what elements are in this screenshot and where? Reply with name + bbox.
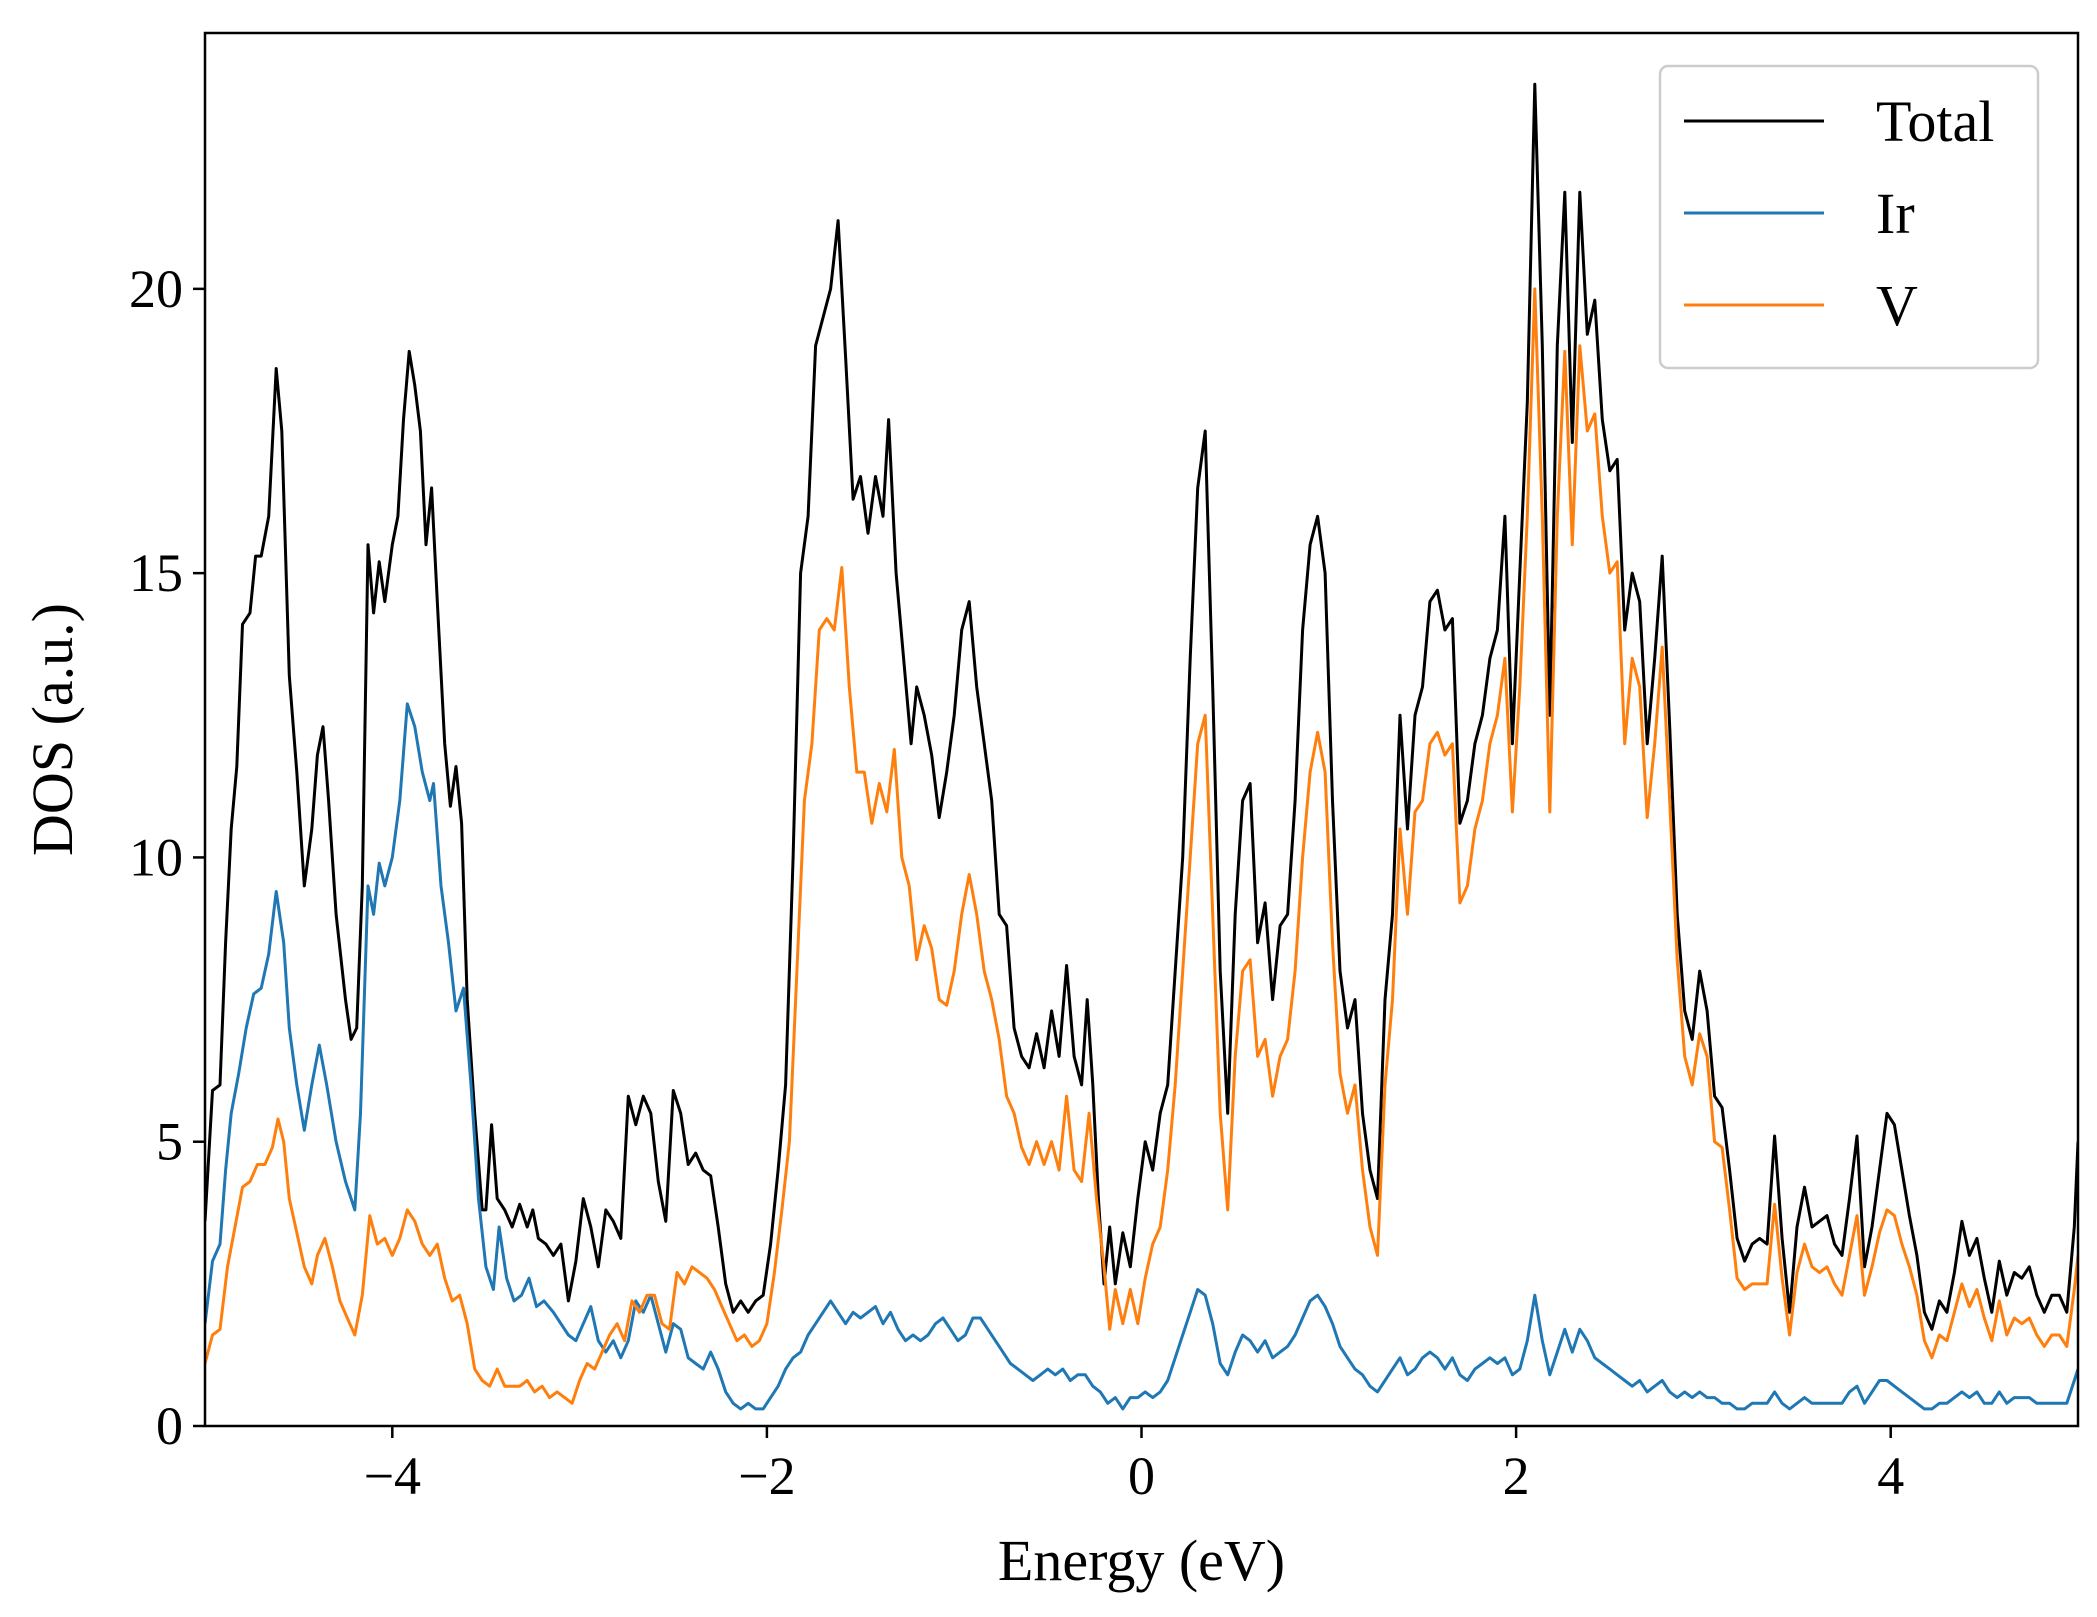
legend-entry-total: Total — [1684, 89, 1994, 154]
legend-entries: Total Ir V — [1684, 89, 1994, 338]
legend-entry-v: V — [1684, 273, 1918, 338]
x-tick-label: −2 — [738, 1446, 795, 1506]
ticks-layer: −4 −2 0 2 4 0 5 10 15 20 — [129, 259, 1904, 1506]
y-axis-label: DOS (a.u.) — [20, 603, 85, 856]
series-layer — [205, 82, 2078, 1411]
legend-entry-ir: Ir — [1684, 181, 1915, 246]
y-tick-label: 10 — [129, 827, 183, 887]
x-tick-label: 2 — [1503, 1446, 1530, 1506]
x-axis-label: Energy (eV) — [998, 1528, 1285, 1593]
x-tick-label: 0 — [1128, 1446, 1155, 1506]
legend-label: V — [1876, 273, 1918, 338]
legend: Total Ir V — [1658, 64, 2040, 370]
series-line-total — [205, 82, 2078, 1331]
legend-label: Ir — [1876, 181, 1915, 246]
series-line-ir — [205, 702, 2078, 1411]
y-tick-label: 20 — [129, 259, 183, 319]
series-line-v — [205, 287, 2078, 1405]
legend-label: Total — [1876, 89, 1994, 154]
y-tick-label: 0 — [156, 1396, 183, 1456]
x-tick-label: −4 — [364, 1446, 421, 1506]
y-tick-label: 5 — [156, 1112, 183, 1172]
x-tick-label: 4 — [1877, 1446, 1904, 1506]
plot-frame — [203, 31, 2080, 1428]
y-tick-label: 15 — [129, 543, 183, 603]
legend-box — [1658, 64, 2040, 370]
